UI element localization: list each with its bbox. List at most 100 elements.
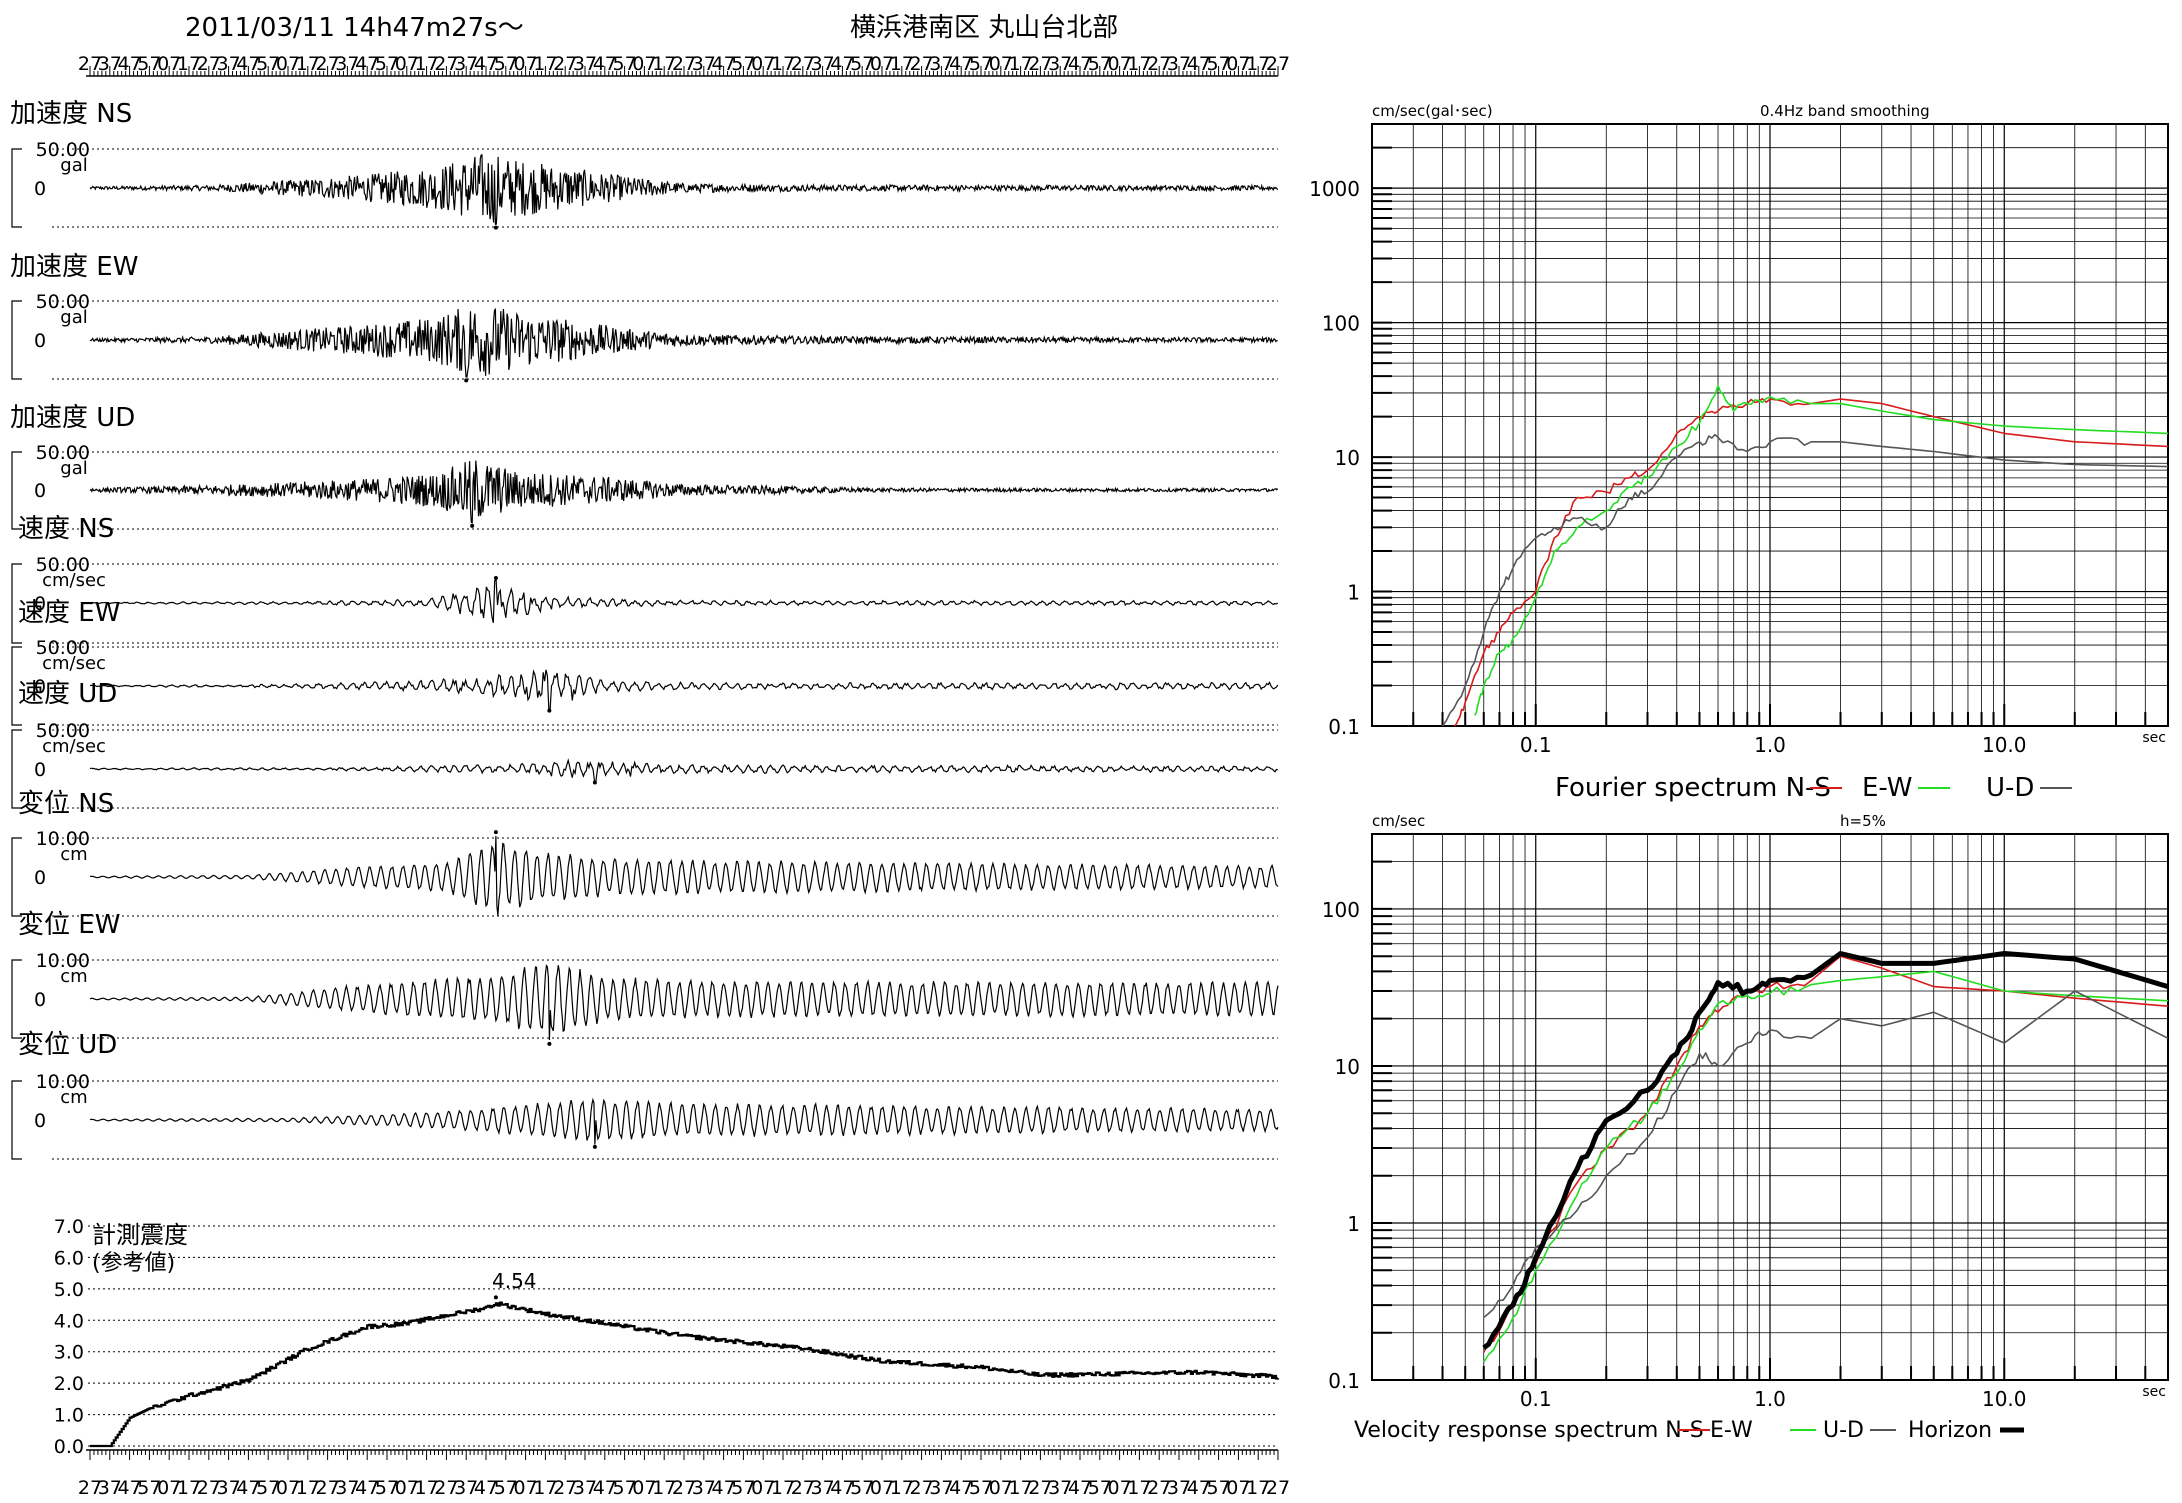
ruler-tick-label: 37 — [217, 53, 241, 75]
ruler-tick-label: 57 — [613, 1477, 637, 1499]
intensity-ytick-label: 1.0 — [54, 1405, 84, 1427]
y-tick-label: 100 — [1322, 312, 1360, 336]
trace-unit: cm — [60, 1087, 87, 1108]
trace-label: 変位 UD — [18, 1030, 117, 1060]
velocity-response-chart: cm/sec h=5% Velocity response spectrum N… — [1322, 812, 2169, 1443]
series-line-horizon — [1482, 951, 2169, 1350]
trace-peak-marker — [493, 576, 498, 581]
ruler-tick-label: 57 — [137, 53, 161, 75]
velocity-damping-label: h=5% — [1840, 812, 1886, 830]
ruler-tick-label: 57 — [850, 1477, 874, 1499]
trace-peak-marker — [493, 830, 498, 835]
trace-scale-value: 50.00 — [36, 291, 90, 313]
intensity-ytick-label: 2.0 — [54, 1373, 84, 1395]
ruler-tick-label: 27 — [791, 53, 815, 75]
trace-scale-value: 50.00 — [36, 442, 90, 464]
ruler-tick-label: 37 — [1167, 53, 1191, 75]
ruler-tick-label: 37 — [573, 1477, 597, 1499]
trace-peak-marker — [470, 523, 475, 528]
trace-waveform — [89, 1097, 1279, 1145]
ruler-tick-label: 57 — [494, 53, 518, 75]
ruler-tick-label: 27 — [316, 53, 340, 75]
ruler-tick-label: 37 — [573, 53, 597, 75]
ruler-tick-label: 47 — [355, 53, 379, 75]
record-datetime: 2011/03/11 14h47m27s～ — [185, 13, 524, 43]
intensity-chart: 計測震度 (参考値) 4.54 7.0 6.0 5.0 4.0 3.0 2.0 1.0 0.0 — [54, 1216, 1280, 1458]
ruler-tick-label: 57 — [613, 53, 637, 75]
ruler-tick-label: 47 — [1187, 53, 1211, 75]
trace-label: 変位 NS — [18, 789, 114, 819]
ruler-tick-label: 37 — [692, 1477, 716, 1499]
ruler-tick-label: 37 — [454, 53, 478, 75]
intensity-peak-marker — [493, 1295, 498, 1300]
ruler-tick-label: 07 — [632, 53, 656, 75]
trace-scale-bracket — [11, 646, 22, 726]
trace-waveform — [89, 669, 1279, 710]
intensity-ytick-label: 0.0 — [54, 1436, 84, 1458]
ruler-tick-label: 37 — [929, 53, 953, 75]
trace-scale-value: 50.00 — [36, 720, 90, 742]
trace-label: 速度 NS — [18, 514, 114, 544]
ruler-tick-label: 37 — [929, 1477, 953, 1499]
y-tick-label: 1000 — [1309, 177, 1360, 201]
ruler-tick-label: 07 — [751, 1477, 775, 1499]
velocity-legend-ud: U-D — [1823, 1418, 1864, 1443]
intensity-ytick-label: 4.0 — [54, 1310, 84, 1332]
ruler-tick-label: 47 — [118, 53, 142, 75]
ruler-tick-label: 27 — [1028, 1477, 1052, 1499]
ruler-tick-label: 37 — [1048, 53, 1072, 75]
ruler-tick-label: 37 — [811, 1477, 835, 1499]
trace-peak-marker — [592, 1144, 597, 1149]
trace-unit: gal — [60, 458, 87, 479]
ruler-tick-label: 27 — [1266, 53, 1290, 75]
ruler-tick-label: 47 — [593, 53, 617, 75]
trace-zero-label: 0 — [34, 593, 46, 615]
ruler-tick-label: 47 — [236, 1477, 260, 1499]
ruler-tick-label: 17 — [1246, 1477, 1270, 1499]
y-tick-label: 1 — [1347, 1212, 1360, 1236]
series-line-u-d — [1441, 433, 2169, 727]
trace-zero-label: 0 — [34, 989, 46, 1011]
y-tick-label: 0.1 — [1328, 1369, 1360, 1393]
ruler-tick-label: 27 — [791, 1477, 815, 1499]
series-line-n-s — [1453, 397, 2169, 727]
ruler-tick-label: 27 — [197, 1477, 221, 1499]
trace-waveform — [89, 835, 1279, 916]
y-tick-label: 1 — [1347, 581, 1360, 605]
ruler-tick-label: 37 — [692, 53, 716, 75]
trace-label: 変位 EW — [18, 910, 120, 940]
ruler-tick-label: 27 — [434, 53, 458, 75]
ruler-tick-label: 17 — [771, 53, 795, 75]
ruler-tick-label: 07 — [632, 1477, 656, 1499]
ruler-tick-label: 27 — [910, 1477, 934, 1499]
ruler-tick-label: 37 — [335, 53, 359, 75]
trace-label: 速度 UD — [18, 679, 117, 709]
top-time-ruler: 2737475707172737475707172737475707172737… — [78, 53, 1290, 77]
fourier-ylabel: cm/sec(gal･sec) — [1372, 102, 1493, 120]
ruler-tick-label: 17 — [771, 1477, 795, 1499]
intensity-ytick-label: 3.0 — [54, 1342, 84, 1364]
ruler-tick-label: 57 — [494, 1477, 518, 1499]
intensity-peak-label: 4.54 — [492, 1269, 537, 1293]
trace-unit: cm — [60, 966, 87, 987]
ruler-tick-label: 47 — [949, 53, 973, 75]
trace-scale-value: 10.00 — [36, 828, 90, 850]
bottom-time-ruler: 2737475707172737475707172737475707172737… — [78, 1449, 1290, 1499]
ruler-tick-label: 47 — [474, 1477, 498, 1499]
ruler-tick-label: 07 — [1108, 53, 1132, 75]
velocity-legend-horizon: Horizon — [1908, 1418, 1992, 1443]
trace-label: 加速度 EW — [10, 252, 138, 282]
velocity-ylabel: cm/sec — [1372, 812, 1425, 830]
trace-scale-bracket — [11, 729, 22, 809]
series-line-e-w — [1474, 384, 2169, 716]
trace-zero-label: 0 — [34, 178, 46, 200]
trace-scale-value: 10.00 — [36, 950, 90, 972]
ruler-tick-label: 07 — [870, 1477, 894, 1499]
ruler-tick-label: 17 — [533, 1477, 557, 1499]
